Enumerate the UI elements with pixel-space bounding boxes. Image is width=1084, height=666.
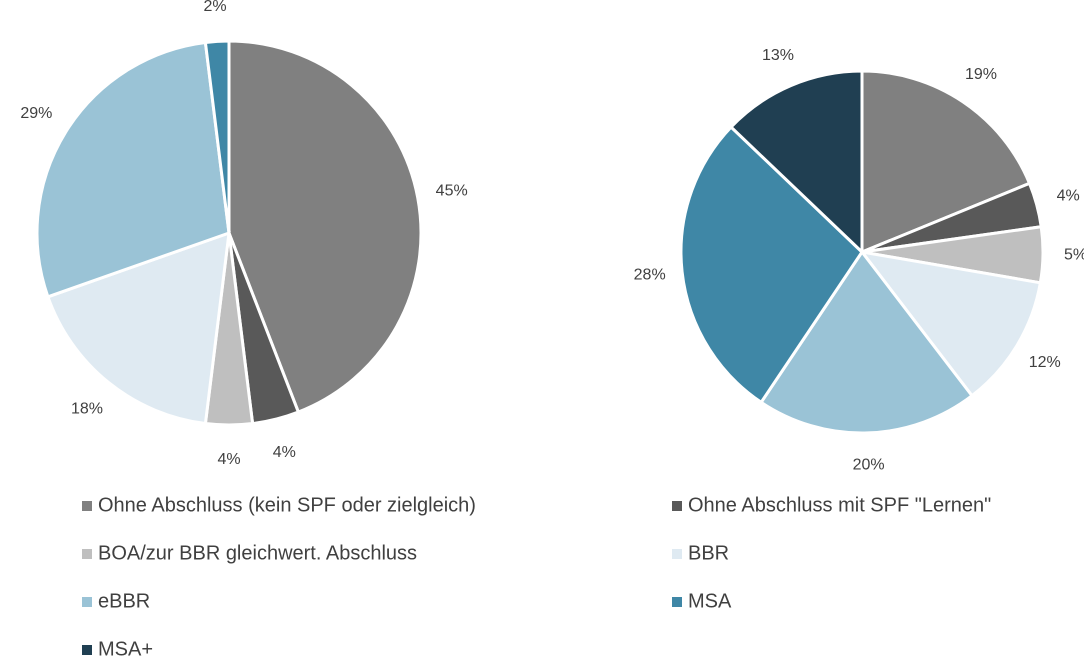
data-label: 13% [762, 47, 794, 64]
data-label: 2% [203, 0, 226, 15]
data-label: 29% [20, 105, 52, 122]
pie-slice [860, 69, 1032, 255]
data-label: 12% [1029, 354, 1061, 371]
legend-label: Ohne Abschluss (kein SPF oder zielgleich… [98, 494, 476, 516]
legend-swatch [82, 645, 92, 655]
legend-swatch [672, 549, 682, 559]
legend-label: MSA+ [98, 638, 153, 660]
legend-swatch [672, 501, 682, 511]
legend-swatch [82, 501, 92, 511]
data-label: 45% [436, 183, 468, 200]
data-label: 28% [634, 266, 666, 283]
legend-label: MSA [688, 590, 732, 612]
data-label: 19% [965, 66, 997, 83]
data-label: 4% [273, 444, 296, 461]
legend-swatch [672, 597, 682, 607]
legend-label: Ohne Abschluss mit SPF "Lernen" [688, 494, 991, 516]
pie-slice [35, 40, 231, 299]
pie-slice [759, 249, 975, 435]
pie-slice [728, 69, 864, 256]
pie-slice [858, 249, 1043, 398]
data-label: 5% [1064, 247, 1084, 264]
data-label: 20% [853, 457, 885, 474]
legend-label: eBBR [98, 590, 150, 612]
pie-slice [46, 230, 231, 426]
legend-swatch [82, 597, 92, 607]
data-label: 18% [71, 401, 103, 418]
pie-slice [679, 124, 864, 405]
pie-slice [227, 39, 423, 414]
pie-slice [203, 39, 231, 234]
legend-label: BOA/zur BBR gleichwert. Abschluss [98, 542, 417, 564]
legend-swatch [82, 549, 92, 559]
legend-label: BBR [688, 542, 729, 564]
data-label: 4% [217, 451, 240, 468]
data-label: 4% [1057, 187, 1080, 204]
